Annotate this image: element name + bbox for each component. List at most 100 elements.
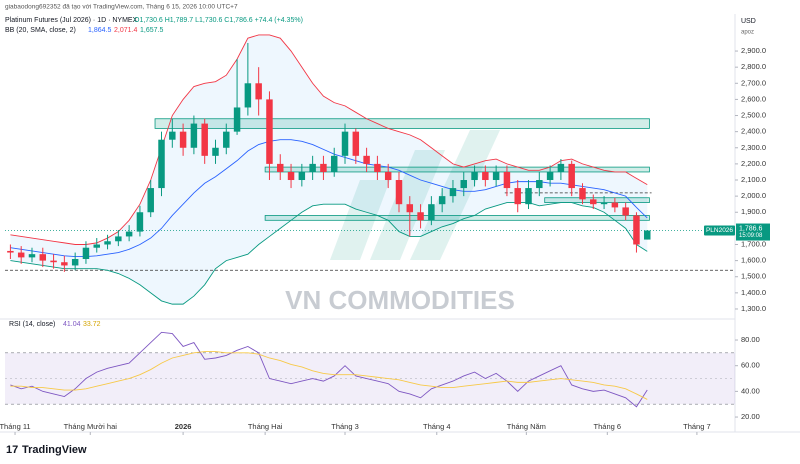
zone	[264, 215, 650, 221]
bb-line	[10, 202, 648, 305]
y-tick-label: 1,400.0	[741, 288, 766, 297]
bb-line	[10, 34, 648, 245]
y-tick-label: 2,900.0	[741, 46, 766, 55]
credit: giabaodong692352 đã tạo với TradingView.…	[5, 4, 238, 11]
x-tick-label: Tháng 7	[683, 422, 711, 431]
candle-body	[104, 241, 111, 245]
rsi-tick-label: 20.00	[741, 412, 760, 421]
candle-body	[17, 252, 25, 258]
y-tick-label: 1,500.0	[741, 272, 766, 281]
candle-body	[449, 188, 457, 197]
y-tick-label: 1,600.0	[741, 256, 766, 265]
candle-body	[39, 254, 47, 261]
candle-body	[266, 99, 273, 164]
candle-body	[352, 131, 360, 156]
y-tick-label: 2,500.0	[741, 111, 766, 120]
brand-name: TradingView	[22, 444, 87, 456]
zone	[264, 166, 650, 173]
candle-body	[82, 247, 90, 259]
x-tick-label: Tháng 11	[0, 422, 31, 431]
chart-title: Platinum Futures (Jul 2026) · 1D · NYMEX	[5, 17, 138, 24]
y-tick-label: 2,000.0	[741, 191, 766, 200]
candle-body	[212, 147, 219, 156]
price-label: 1,786.6	[739, 225, 762, 232]
countdown: 15:09:08	[739, 233, 763, 239]
ohlc: O1,730.6 H1,789.7 L1,730.6 C1,786.6 +74.…	[134, 17, 303, 24]
x-tick-label: Tháng 6	[594, 422, 622, 431]
candle-body	[7, 250, 14, 253]
x-tick-label: Tháng 4	[423, 422, 451, 431]
candle-body	[28, 254, 36, 258]
rsi-value: 33.72	[83, 321, 101, 328]
brand: 17 TradingView	[6, 444, 87, 456]
candle-body	[169, 131, 176, 140]
y-tick-label: 2,600.0	[741, 94, 766, 103]
bb-value: 2,071.4	[114, 27, 137, 34]
rsi-line	[10, 351, 648, 400]
brand-icon: 17	[6, 444, 18, 456]
candle-body	[611, 202, 619, 208]
symbol-tag	[704, 225, 735, 236]
y-tick-label: 2,100.0	[741, 175, 766, 184]
candle-body	[395, 180, 403, 205]
candle-body	[471, 171, 478, 181]
candle-body	[255, 83, 262, 100]
candle-body	[201, 123, 208, 156]
y-tick-label: 1,900.0	[741, 207, 766, 216]
candle-body	[330, 155, 338, 172]
candle-body	[460, 180, 467, 189]
candle-body	[374, 163, 381, 172]
candle-body	[514, 188, 521, 205]
zone	[154, 118, 650, 129]
x-tick-label: Tháng Hai	[248, 422, 283, 431]
candle-body	[61, 262, 68, 266]
candle-body	[125, 231, 133, 237]
zone	[544, 197, 650, 203]
y-tick-label: 2,400.0	[741, 127, 766, 136]
rsi-tick-label: 80.00	[741, 335, 760, 344]
candle-body	[633, 215, 640, 245]
rsi-tick-label: 60.00	[741, 361, 760, 370]
candle-body	[93, 244, 100, 248]
candle-body	[579, 188, 586, 200]
candle-body	[136, 212, 144, 232]
watermark: VN COMMODITIES	[285, 285, 515, 315]
unit: apoz	[741, 30, 754, 36]
candle-body	[492, 171, 500, 181]
price-tag	[736, 223, 770, 241]
candle-body	[277, 163, 284, 172]
candle-body	[644, 230, 651, 240]
y-tick-label: 2,700.0	[741, 78, 766, 87]
candle-body	[438, 196, 446, 205]
x-tick-label: 2026	[175, 422, 192, 431]
candle-body	[557, 163, 565, 172]
candle-body	[568, 163, 575, 189]
candle-body	[233, 107, 241, 132]
candle-body	[158, 139, 165, 189]
candle-body	[536, 180, 543, 189]
candle-body	[546, 171, 554, 181]
candle-body	[384, 171, 392, 181]
candle-body	[320, 163, 327, 172]
x-tick-label: Tháng 3	[331, 422, 359, 431]
y-tick-label: 1,700.0	[741, 239, 766, 248]
candle-body	[244, 83, 252, 108]
currency: USD	[741, 18, 756, 25]
bb-fill	[10, 34, 648, 305]
candle-body	[179, 131, 187, 148]
candle-body	[341, 131, 349, 156]
candle-body	[590, 199, 597, 205]
x-tick-label: Tháng Năm	[507, 422, 546, 431]
candle-body	[622, 207, 629, 216]
candle-body	[298, 171, 306, 181]
y-tick-label: 2,300.0	[741, 143, 766, 152]
candle-body	[417, 212, 424, 221]
candle-body	[50, 260, 57, 263]
candle-body	[309, 163, 316, 172]
bb-label: BB (20, SMA, close, 2)	[5, 27, 76, 34]
rsi-line	[10, 331, 648, 408]
candle-body	[363, 155, 370, 164]
bb-value: 1,657.5	[140, 27, 163, 34]
candle-body	[482, 171, 489, 181]
